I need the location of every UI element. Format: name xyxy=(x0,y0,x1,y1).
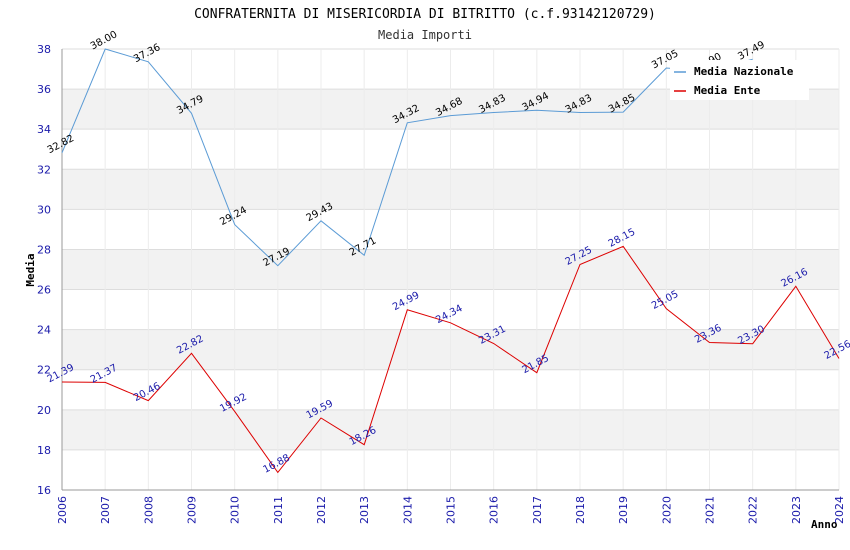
y-tick-label: 38 xyxy=(37,43,51,56)
x-tick-label: 2006 xyxy=(56,496,69,524)
x-tick-label: 2009 xyxy=(186,496,199,524)
chart-subtitle: Media Importi xyxy=(378,28,472,42)
y-tick-label: 36 xyxy=(37,83,51,96)
x-axis-title: Anno xyxy=(811,518,838,531)
y-tick-label: 34 xyxy=(37,123,51,136)
series-line-1 xyxy=(61,245,840,474)
x-tick-label: 2008 xyxy=(142,496,155,524)
x-tick-label: 2022 xyxy=(747,496,760,524)
y-tick-label: 22 xyxy=(37,364,51,377)
x-tick-label: 2014 xyxy=(401,496,414,524)
x-tick-label: 2017 xyxy=(531,496,544,524)
y-tick-label: 20 xyxy=(37,404,51,417)
x-tick-label: 2024 xyxy=(833,496,846,524)
y-tick-label: 24 xyxy=(37,324,51,337)
y-tick-label: 16 xyxy=(37,484,51,497)
legend: Media Nazionale Media Ente xyxy=(670,60,809,100)
y-tick-labels: 16 18 20 22 24 26 28 30 32 34 36 38 xyxy=(37,43,51,497)
y-tick-label: 32 xyxy=(37,163,51,176)
x-tick-label: 2013 xyxy=(358,496,371,524)
x-tick-label: 2018 xyxy=(574,496,587,524)
y-tick-label: 28 xyxy=(37,243,51,256)
legend-label-ente: Media Ente xyxy=(694,84,761,97)
axes xyxy=(61,49,839,491)
x-tick-labels: 2006 2007 2008 2009 2010 2011 2012 2013 2014 2015… xyxy=(56,496,846,524)
y-tick-label: 18 xyxy=(37,444,51,457)
x-tick-label: 2016 xyxy=(488,496,501,524)
y-axis-title: Media xyxy=(24,253,37,286)
x-tick-label: 2012 xyxy=(315,496,328,524)
series-lines xyxy=(61,48,840,474)
legend-box xyxy=(670,60,809,100)
x-tick-label: 2019 xyxy=(617,496,630,524)
x-tick-label: 2007 xyxy=(99,496,112,524)
y-tick-label: 26 xyxy=(37,284,51,297)
x-tick-label: 2015 xyxy=(445,496,458,524)
x-tick-label: 2011 xyxy=(272,496,285,524)
chart-title: CONFRATERNITA DI MISERICORDIA DI BITRITT… xyxy=(194,7,656,22)
legend-label-nazionale: Media Nazionale xyxy=(694,65,794,78)
x-tick-label: 2010 xyxy=(229,496,242,524)
x-tick-label: 2020 xyxy=(660,496,673,524)
x-tick-label: 2021 xyxy=(704,496,717,524)
x-tick-label: 2023 xyxy=(790,496,803,524)
y-tick-label: 30 xyxy=(37,203,51,216)
series-line-0 xyxy=(61,48,753,267)
